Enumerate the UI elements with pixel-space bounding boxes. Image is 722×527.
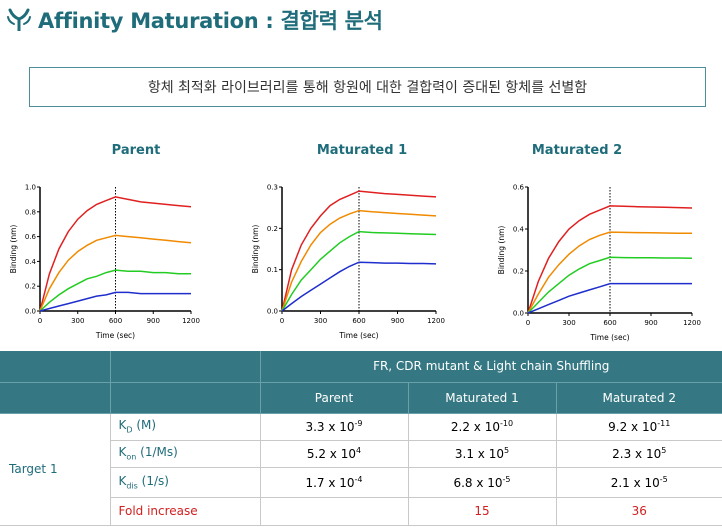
x-axis-label: Time (sec) [589,333,629,342]
header-blank-cell [109,351,260,383]
series-line-1 [39,196,192,312]
row-label: Kdis (1/s) [109,467,260,498]
table-cell: 3.3 x 10-9 [259,413,408,441]
x-tick-label: 600 [109,317,122,325]
table-cell: 2.1 x 10-5 [555,467,722,498]
x-tick-label: 300 [562,319,575,327]
x-axis-label: Time (sec) [95,331,135,340]
row-label: KD (M) [109,413,260,441]
y-tick-label: 0.0 [25,308,36,316]
y-axis-label: Binding (nm) [9,225,18,274]
header-blank-cell [109,382,260,414]
column-header: Maturated 2 [555,382,722,414]
x-tick-label: 1200 [427,317,445,325]
table-header-group-row: FR, CDR mutant & Light chain Shuffling [0,351,722,383]
series-line-3 [527,256,693,314]
y-tick-label: 1.0 [25,184,36,192]
y-tick-label: 0.1 [267,266,278,274]
table-row: Kdis (1/s) 1.7 x 10-4 6.8 x 10-5 2.1 x 1… [0,467,722,498]
column-header: Parent [259,382,408,414]
series-line-2 [281,209,437,312]
company-logo-icon [7,8,31,31]
chart-title-maturated-1: Maturated 1 [316,143,408,158]
y-tick-label: 0.0 [513,310,524,318]
chart-maturated-2: 0.0 0.2 0.4 0.6 0 300 600 900 1200 Time (sec) Bind… [497,184,701,343]
column-header: Maturated 1 [407,382,556,414]
x-tick-label: 900 [391,317,404,325]
x-tick-label: 0 [526,319,530,327]
chart-parent: 0.0 0.2 0.4 0.6 0.8 1.0 0 300 600 900 1200 Time (se… [9,184,200,341]
table-row: Kon (1/Ms) 5.2 x 104 3.1 x 105 2.3 x 105 [0,440,722,468]
x-tick-label: 300 [71,317,84,325]
table-cell: 2.2 x 10-10 [407,413,556,441]
x-tick-label: 300 [314,317,327,325]
target-label: Target 1 [0,413,110,526]
series-line-1 [527,205,693,314]
fold-increase-label: Fold increase [109,497,260,526]
y-tick-label: 0.2 [25,283,36,291]
series-line-1 [281,190,437,312]
table-cell: 36 [555,497,722,526]
series-line-2 [527,231,692,314]
series-line-3 [281,230,437,312]
header-blank-cell [0,382,110,414]
affinity-table: FR, CDR mutant & Light chain Shuffling P… [0,351,722,526]
y-tick-label: 0.8 [25,208,36,216]
table-cell: 15 [407,497,556,526]
series-line-2 [39,234,192,312]
chart-title-maturated-2: Maturated 2 [531,143,623,158]
x-tick-label: 1200 [683,319,701,327]
summary-box: 항체 최적화 라이브러리를 통해 항원에 대한 결합력이 증대된 항체를 선별함 [29,67,706,107]
y-tick-label: 0.4 [513,226,525,234]
y-tick-label: 0.2 [267,225,278,233]
series-line-3 [39,269,191,312]
table-row-fold: Fold increase 15 36 [0,497,722,526]
y-tick-label: 0.3 [267,184,278,192]
series-line-4 [527,282,692,314]
chart-maturated-1: 0.0 0.1 0.2 0.3 0 300 600 900 1200 Time (sec) Bind… [251,184,445,341]
y-axis-label: Binding (nm) [497,226,506,275]
table-header-row: Parent Maturated 1 Maturated 2 [0,382,722,414]
x-tick-label: 900 [147,317,160,325]
group-header: FR, CDR mutant & Light chain Shuffling [259,351,722,383]
series-line-4 [281,261,437,312]
y-tick-label: 0.2 [513,268,524,276]
y-tick-label: 0.6 [25,233,37,241]
y-axis-label: Binding (nm) [251,225,260,274]
table-cell [259,497,408,526]
title-row: Affinity Maturation : 결합력 분석 [6,4,383,36]
table-cell: 6.8 x 10-5 [407,467,556,498]
x-tick-label: 0 [38,317,42,325]
table-row: Target 1 KD (M) 3.3 x 10-9 2.2 x 10-10 9… [0,413,722,526]
x-axis-label: Time (sec) [338,331,378,340]
y-tick-label: 0.6 [513,184,525,192]
x-tick-label: 900 [644,319,657,327]
table-cell: 9.2 x 10-11 [555,413,722,441]
row-label: Kon (1/Ms) [109,440,260,468]
y-tick-label: 0.0 [267,308,278,316]
table-cell: 1.7 x 10-4 [259,467,408,498]
series-line-4 [39,291,191,312]
summary-text: 항체 최적화 라이브러리를 통해 항원에 대한 결합력이 증대된 항체를 선별함 [147,80,588,96]
y-tick-label: 0.4 [25,258,37,266]
chart-title-parent: Parent [111,143,161,158]
table-cell: 5.2 x 104 [259,440,408,468]
x-tick-label: 600 [603,319,616,327]
table-cell: 3.1 x 105 [407,440,556,468]
page-title: Affinity Maturation : 결합력 분석 [38,9,383,33]
x-tick-label: 1200 [182,317,200,325]
table-cell: 2.3 x 105 [555,440,722,468]
x-tick-label: 0 [280,317,284,325]
header-blank-cell [0,351,110,383]
x-tick-label: 600 [352,317,365,325]
